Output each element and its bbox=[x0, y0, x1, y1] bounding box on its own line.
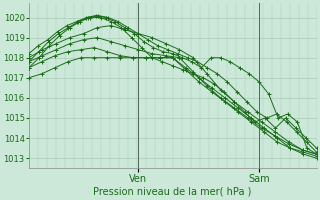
X-axis label: Pression niveau de la mer( hPa ): Pression niveau de la mer( hPa ) bbox=[93, 187, 252, 197]
